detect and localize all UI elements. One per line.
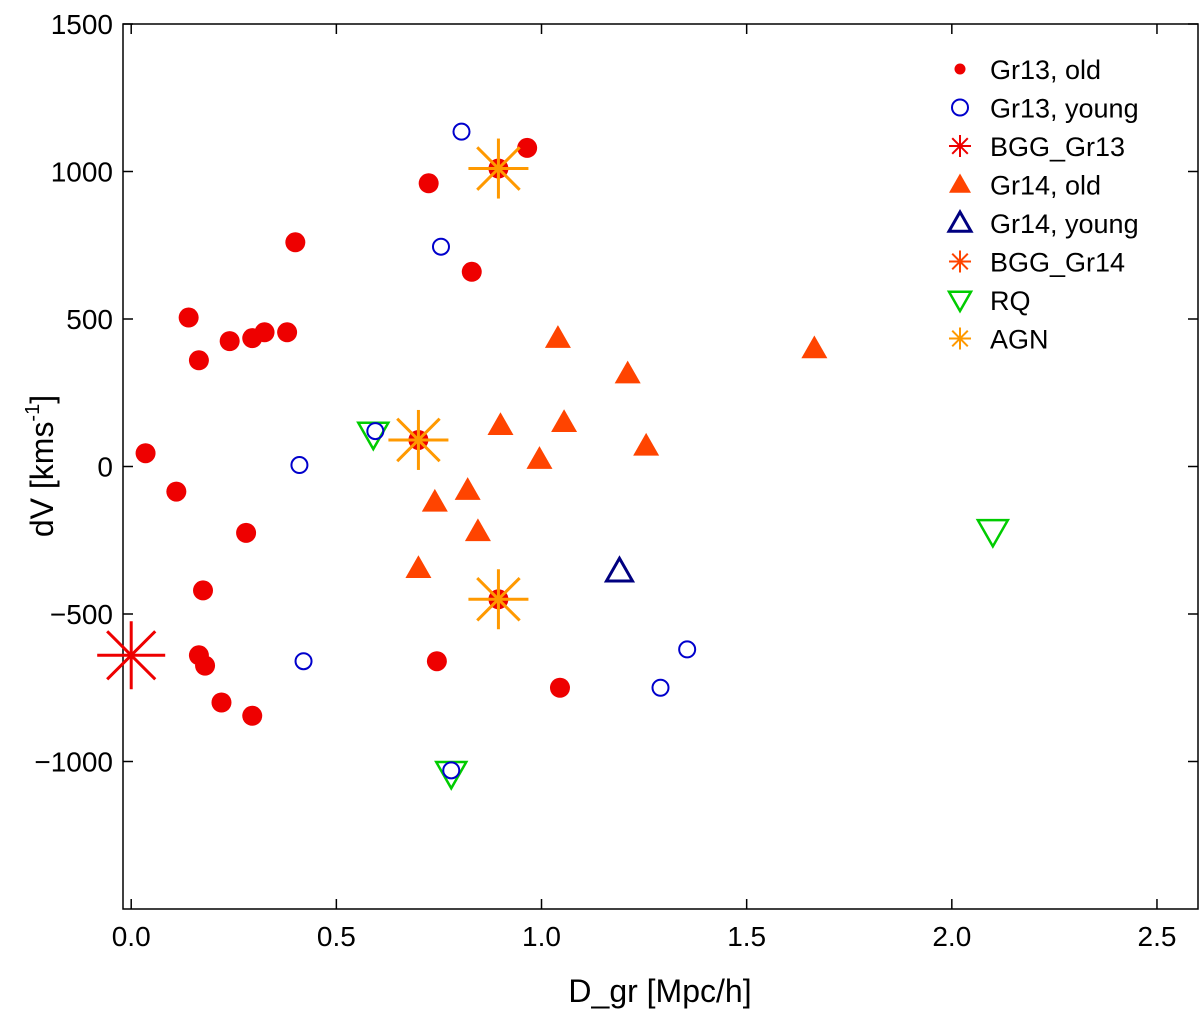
legend-marker-gr14_young bbox=[946, 208, 974, 233]
gr13-old-point bbox=[426, 651, 447, 672]
y-tick-label: 0 bbox=[97, 452, 113, 483]
gr14-old-point bbox=[487, 412, 514, 435]
legend-marker-agn bbox=[949, 327, 971, 350]
y-axis-title-main: dV [kms bbox=[24, 422, 60, 538]
gr13-old-point bbox=[242, 705, 263, 726]
legend-marker-bgg_gr14 bbox=[949, 250, 971, 273]
legend-marker-bgg_gr13 bbox=[949, 135, 971, 157]
gr13-old-point bbox=[549, 677, 570, 698]
x-axis-title: D_gr [Mpc/h] bbox=[568, 973, 751, 1009]
gr13-young-point bbox=[431, 237, 450, 256]
bgg-gr13-point bbox=[97, 621, 166, 690]
gr13-old-point bbox=[236, 522, 257, 543]
legend-label-gr14_old: Gr14, old bbox=[990, 171, 1101, 201]
x-tick-label: 1.5 bbox=[727, 921, 766, 952]
gr13-young-point bbox=[290, 456, 309, 475]
x-tick-label: 2.5 bbox=[1138, 921, 1177, 952]
y-tick-label: 1000 bbox=[51, 157, 113, 188]
legend-label-agn: AGN bbox=[990, 325, 1049, 355]
y-axis-title: dV [kms-1] bbox=[22, 395, 60, 537]
legend-marker-agn-stroke bbox=[951, 330, 969, 347]
legend-marker-bgg_gr14-stroke bbox=[951, 253, 969, 270]
gr13-old-point bbox=[135, 443, 156, 464]
agn-point-stroke bbox=[476, 146, 521, 191]
legend-label-rq: RQ bbox=[990, 286, 1031, 316]
y-axis-title-sup: -1 bbox=[22, 404, 44, 422]
legend-label-gr14_young: Gr14, young bbox=[990, 209, 1139, 239]
gr13-young-point bbox=[678, 640, 697, 659]
gr13-old-point bbox=[211, 692, 232, 713]
agn-point-stroke bbox=[476, 576, 521, 622]
legend-label-bgg_gr13: BGG_Gr13 bbox=[990, 132, 1125, 162]
data-marks bbox=[97, 122, 1011, 791]
gr13-old-point bbox=[461, 261, 482, 282]
gr13-old-point bbox=[166, 481, 187, 502]
gr14-young-point bbox=[603, 555, 636, 583]
gr13-young-point bbox=[452, 122, 471, 141]
gr13-young-point bbox=[442, 761, 461, 780]
gr14-old-point bbox=[544, 325, 571, 348]
gr14-old-point bbox=[633, 432, 660, 456]
legend-label-bgg_gr14: BGG_Gr14 bbox=[990, 248, 1125, 278]
gr14-old-point bbox=[801, 335, 828, 359]
gr13-old-point bbox=[193, 580, 214, 601]
y-tick-label: 1500 bbox=[51, 9, 113, 40]
x-tick-label: 0.5 bbox=[317, 921, 356, 952]
gr13-old-point bbox=[277, 322, 298, 343]
agn-point-stroke bbox=[396, 417, 441, 463]
gr14-old-point bbox=[405, 555, 432, 579]
gr14-old-point bbox=[526, 446, 553, 469]
gr14-old-point bbox=[454, 477, 481, 500]
gr13-young-point bbox=[366, 422, 385, 441]
y-axis-title-close: ] bbox=[24, 395, 60, 404]
legend-marker-bgg_gr13-stroke bbox=[951, 137, 969, 155]
gr14-old-point bbox=[464, 518, 491, 542]
legend-marker-gr13_young bbox=[951, 98, 969, 117]
bgg-gr13-point-stroke bbox=[106, 630, 157, 681]
rq-point bbox=[434, 760, 469, 791]
rq-point bbox=[356, 421, 391, 452]
y-tick-label: −500 bbox=[50, 599, 113, 630]
gr13-old-point bbox=[178, 307, 199, 328]
gr14-old-point bbox=[551, 409, 578, 432]
rq-point bbox=[975, 518, 1011, 549]
axis-ticks: 0.0 0.5 1.0 1.5 2.0 2.5 −1000 −500 0 500 1000 1500 bbox=[34, 9, 1198, 952]
legend: Gr13, old Gr13, young BGG_Gr13 Gr14, old Gr1… bbox=[946, 55, 1139, 355]
legend-label-gr13_young: Gr13, young bbox=[990, 94, 1139, 124]
x-tick-label: 0.0 bbox=[112, 921, 151, 952]
agn-point bbox=[468, 569, 529, 630]
gr13-old-point bbox=[254, 322, 275, 343]
legend-marker-gr13_old bbox=[954, 63, 966, 75]
x-tick-label: 1.0 bbox=[522, 921, 561, 952]
gr13-old-point bbox=[195, 655, 216, 676]
y-tick-label: −1000 bbox=[34, 747, 113, 778]
agn-point bbox=[388, 409, 449, 470]
legend-label-gr13_old: Gr13, old bbox=[990, 55, 1101, 85]
gr13-old-point bbox=[285, 232, 306, 253]
gr14-old-point bbox=[614, 360, 641, 384]
x-tick-label: 2.0 bbox=[932, 921, 971, 952]
legend-marker-rq bbox=[946, 290, 974, 314]
gr13-young-point bbox=[294, 652, 313, 671]
gr13-old-point bbox=[219, 331, 240, 352]
gr13-old-point bbox=[188, 350, 209, 371]
agn-point bbox=[468, 138, 529, 199]
y-tick-label: 500 bbox=[66, 304, 113, 335]
gr13-old-point bbox=[418, 173, 439, 194]
gr13-young-point bbox=[651, 678, 670, 697]
gr13-old-point bbox=[517, 137, 538, 158]
legend-marker-gr14_old bbox=[949, 173, 971, 193]
gr14-old-point bbox=[421, 488, 448, 512]
